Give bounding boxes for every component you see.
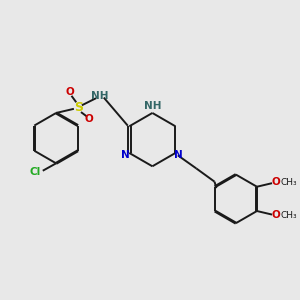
Text: O: O <box>272 177 280 187</box>
Text: O: O <box>272 211 280 220</box>
Text: NH: NH <box>144 101 162 112</box>
Text: NH: NH <box>91 92 108 101</box>
Text: N: N <box>174 150 183 160</box>
Text: Cl: Cl <box>29 167 40 177</box>
Text: CH₃: CH₃ <box>280 178 297 187</box>
Text: CH₃: CH₃ <box>280 211 297 220</box>
Text: O: O <box>66 87 74 97</box>
Text: O: O <box>84 114 93 124</box>
Text: S: S <box>74 101 83 114</box>
Text: N: N <box>122 150 130 160</box>
